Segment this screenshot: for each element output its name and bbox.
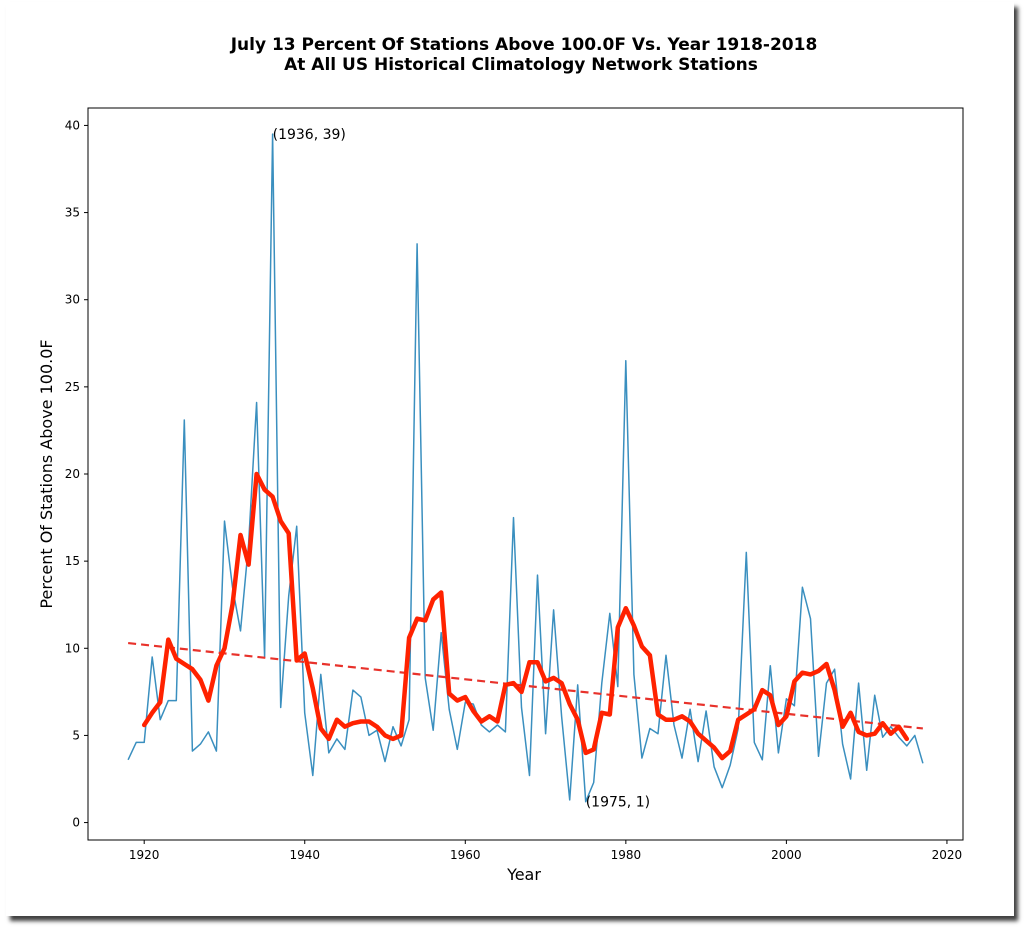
x-tick-label: 1920 (129, 848, 160, 862)
y-tick-label: 40 (65, 118, 80, 132)
x-tick-label: 1960 (450, 848, 481, 862)
x-tick-label: 2020 (932, 848, 963, 862)
x-tick-label: 2000 (771, 848, 802, 862)
chart-title: July 13 Percent Of Stations Above 100.0F… (230, 35, 818, 55)
y-tick-label: 35 (65, 206, 80, 220)
annual-percent-line (127, 133, 924, 803)
y-tick-label: 5 (72, 728, 80, 742)
y-tick-label: 15 (65, 554, 80, 568)
y-tick-label: 30 (65, 293, 80, 307)
chart-frame (6, 2, 1014, 916)
y-tick-label: 25 (65, 380, 80, 394)
annotation-label: (1975, 1) (586, 795, 650, 811)
annotation-label: (1936, 39) (273, 127, 346, 143)
y-tick-label: 10 (65, 641, 80, 655)
y-tick-label: 0 (72, 816, 80, 830)
x-tick-label: 1940 (289, 848, 320, 862)
trend-line (128, 641, 923, 730)
y-axis-label: Percent Of Stations Above 100.0F (37, 339, 56, 608)
x-tick-label: 1980 (611, 848, 642, 862)
moving-average-line (141, 471, 910, 761)
x-axis-label: Year (506, 865, 541, 884)
chart-subtitle: At All US Historical Climatology Network… (284, 55, 758, 75)
y-tick-label: 20 (65, 467, 80, 481)
plot-area (87, 107, 964, 841)
